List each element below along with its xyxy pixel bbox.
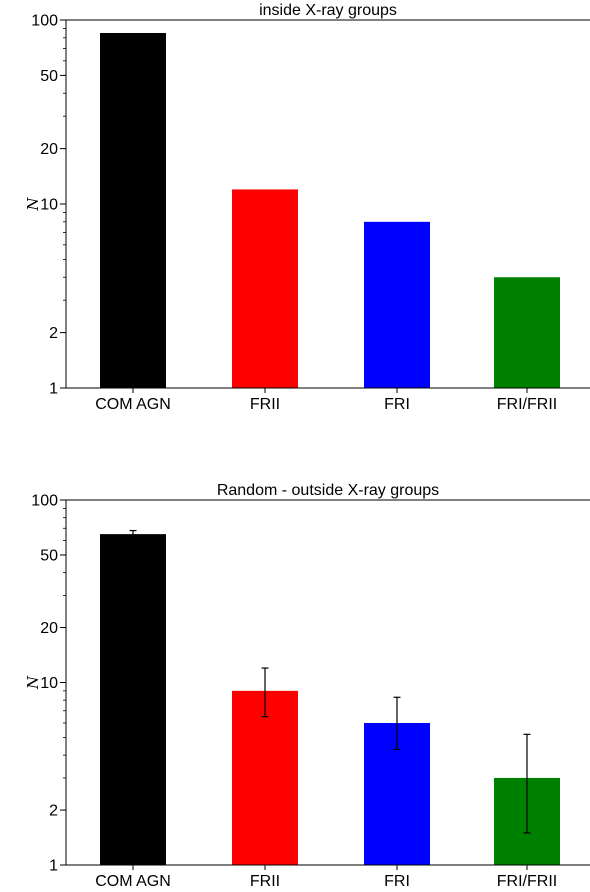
x-tick-label: FRI <box>384 873 410 890</box>
y-tick-label: 1 <box>49 381 58 398</box>
x-tick-label: FRI/FRII <box>497 873 557 890</box>
y-tick-label: 2 <box>49 325 58 342</box>
bar-frii <box>232 690 298 865</box>
bar-fri-frii <box>494 277 560 388</box>
x-tick-label: COM AGN <box>95 873 171 890</box>
x-tick-label: COM AGN <box>95 396 171 413</box>
y-tick-label: 20 <box>40 141 58 158</box>
y-tick-label: 100 <box>31 13 58 30</box>
bar-frii <box>232 189 298 388</box>
y-axis-label: N <box>24 197 42 212</box>
y-tick-label: 50 <box>40 68 58 85</box>
x-tick-label: FRII <box>250 873 280 890</box>
y-axis-label: N <box>24 675 42 690</box>
y-tick-label: 100 <box>31 493 58 510</box>
y-tick-label: 1 <box>49 858 58 875</box>
bar-fri <box>364 221 430 388</box>
y-tick-label: 50 <box>40 547 58 564</box>
x-tick-label: FRI/FRII <box>497 396 557 413</box>
bar-com-agn <box>100 32 166 389</box>
y-tick-label: 10 <box>40 675 58 692</box>
y-tick-label: 2 <box>49 803 58 820</box>
y-tick-label: 10 <box>40 197 58 214</box>
y-tick-label: 20 <box>40 620 58 637</box>
x-tick-label: FRI <box>384 396 410 413</box>
bar-com-agn <box>100 534 166 865</box>
chart-title: inside X-ray groups <box>259 2 397 19</box>
x-tick-label: FRII <box>250 396 280 413</box>
chart-title: Random - outside X-ray groups <box>217 482 439 499</box>
